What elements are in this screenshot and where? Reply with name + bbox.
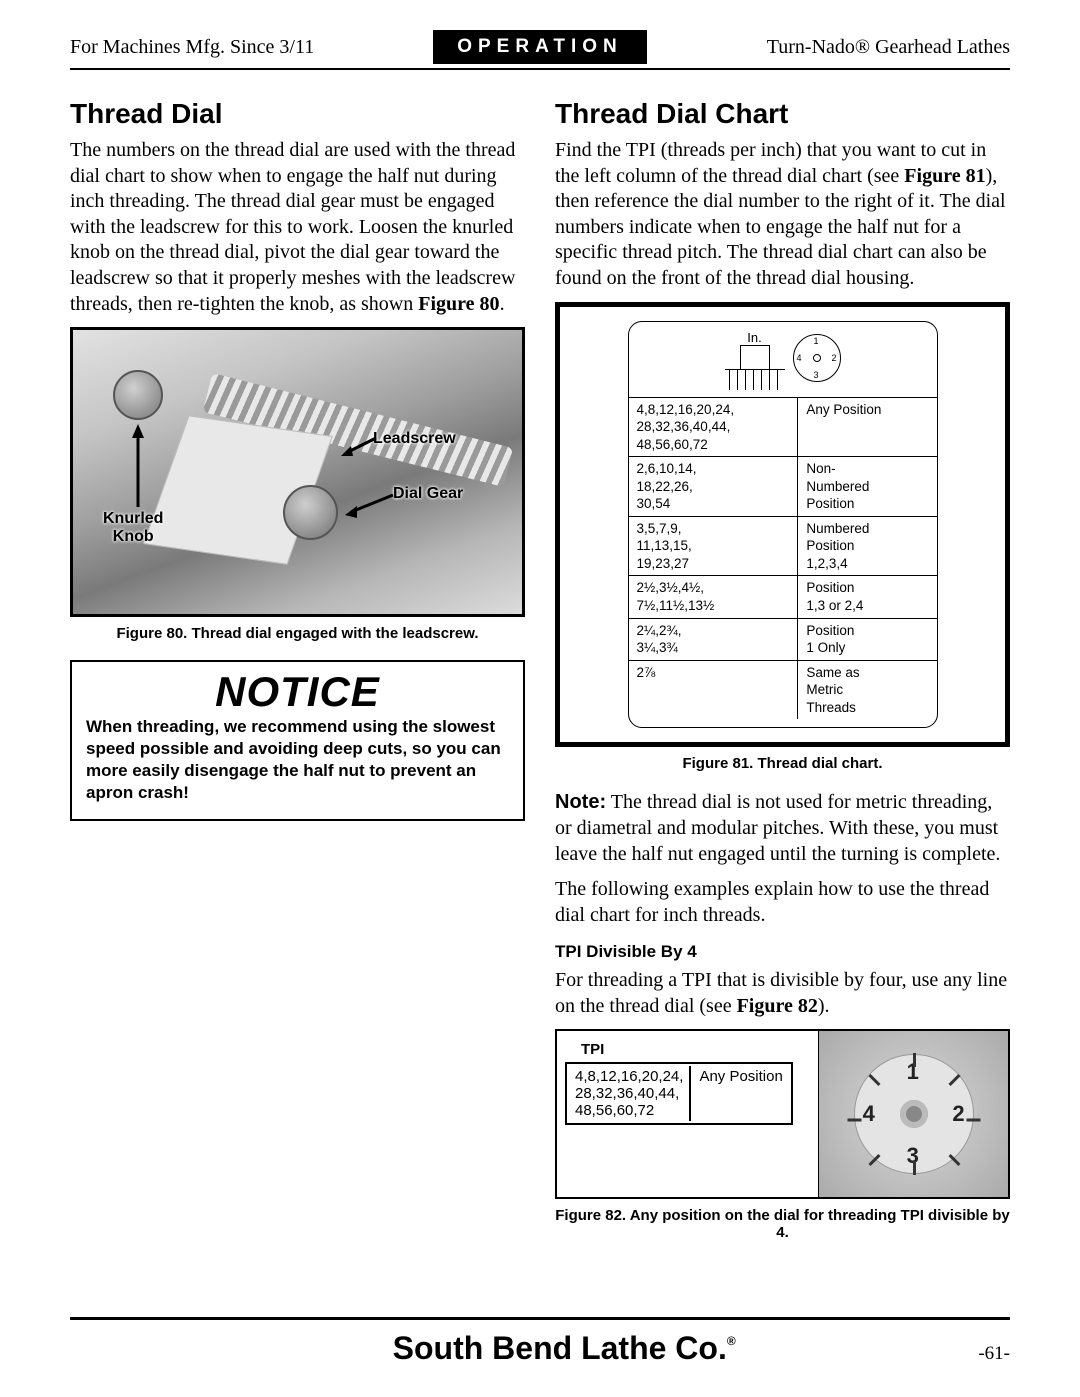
chart-body: Find the TPI (threads per inch) that you… xyxy=(555,138,1010,292)
div4-b: ). xyxy=(818,995,830,1017)
tpi-table: 4,8,12,16,20,24, 28,32,36,40,44, 48,56,6… xyxy=(565,1062,793,1125)
header-bar: For Machines Mfg. Since 3/11 OPERATION T… xyxy=(70,30,1010,70)
dial-gear-shape xyxy=(283,485,338,540)
figure-81-caption: Figure 81. Thread dial chart. xyxy=(555,755,1010,772)
notice-title: NOTICE xyxy=(86,668,509,716)
footer-brand: South Bend Lathe Co.® xyxy=(150,1330,978,1367)
leadscrew-label: Leadscrew xyxy=(373,430,456,448)
dial-hub xyxy=(900,1100,928,1128)
table-row: 2⅞Same as Metric Threads xyxy=(629,660,937,719)
brand-text: South Bend Lathe Co. xyxy=(393,1330,727,1366)
table-row: 2¼,2¾, 3¼,3¾Position 1 Only xyxy=(629,618,937,660)
chart-header-dial: 1 2 3 4 xyxy=(793,330,841,391)
dial-big-icon: 1 2 3 4 xyxy=(854,1054,974,1174)
knurled-knob-arrow xyxy=(128,422,158,512)
tpi-div4-heading: TPI Divisible By 4 xyxy=(555,942,1010,962)
page: For Machines Mfg. Since 3/11 OPERATION T… xyxy=(0,0,1080,1397)
tpi-cell: 3,5,7,9, 11,13,15, 19,23,27 xyxy=(629,516,798,576)
header-left: For Machines Mfg. Since 3/11 xyxy=(70,36,433,59)
right-column: Thread Dial Chart Find the TPI (threads … xyxy=(555,98,1010,1259)
tpi-div4-body: For threading a TPI that is divisible by… xyxy=(555,968,1010,1019)
left-column: Thread Dial The numbers on the thread di… xyxy=(70,98,525,1259)
thread-dial-heading: Thread Dial xyxy=(70,98,525,130)
pos-cell: Position 1 Only xyxy=(798,618,937,660)
table-row: 3,5,7,9, 11,13,15, 19,23,27Numbered Posi… xyxy=(629,516,937,576)
table-row: 4,8,12,16,20,24, 28,32,36,40,44, 48,56,6… xyxy=(629,397,937,457)
footer: South Bend Lathe Co.® -61- xyxy=(70,1317,1010,1367)
dial-gear-arrow xyxy=(343,490,398,520)
thread-dial-end: . xyxy=(500,293,505,315)
chart-header-scale: In. xyxy=(725,330,785,391)
content-columns: Thread Dial The numbers on the thread di… xyxy=(70,98,1010,1259)
tpi-values: 4,8,12,16,20,24, 28,32,36,40,44, 48,56,6… xyxy=(569,1066,691,1121)
note-label: Note: xyxy=(555,791,606,813)
tpi-cell: 2¼,2¾, 3¼,3¾ xyxy=(629,618,798,660)
registered-icon: ® xyxy=(727,1334,736,1348)
footer-rule xyxy=(70,1317,1010,1320)
dial-gear-label: Dial Gear xyxy=(393,485,463,503)
thread-dial-body: The numbers on the thread dial are used … xyxy=(70,138,525,317)
figure-82: TPI 4,8,12,16,20,24, 28,32,36,40,44, 48,… xyxy=(555,1029,1010,1199)
figure-81-ref: Figure 81 xyxy=(904,165,985,187)
figure-80-caption: Figure 80. Thread dial engaged with the … xyxy=(70,625,525,642)
pos-cell: Non- Numbered Position xyxy=(798,457,937,517)
notice-text: When threading, we recommend using the s… xyxy=(86,716,509,804)
dial-icon: 1 2 3 4 xyxy=(793,334,841,382)
thread-dial-chart-heading: Thread Dial Chart xyxy=(555,98,1010,130)
thread-dial-text: The numbers on the thread dial are used … xyxy=(70,139,515,315)
pos-cell: Any Position xyxy=(798,397,937,457)
examples-intro: The following examples explain how to us… xyxy=(555,877,1010,928)
figure-81-chart: In. 1 2 3 4 xyxy=(555,302,1010,748)
thread-dial-table: 4,8,12,16,20,24, 28,32,36,40,44, 48,56,6… xyxy=(629,397,937,720)
tpi-pos: Any Position xyxy=(693,1066,788,1121)
scale-ticks-icon xyxy=(725,369,785,391)
figure-82-ref: Figure 82 xyxy=(737,995,818,1017)
pos-cell: Numbered Position 1,2,3,4 xyxy=(798,516,937,576)
in-label: In. xyxy=(747,330,761,345)
note-body: The thread dial is not used for metric t… xyxy=(555,791,1000,864)
tpi-label: TPI xyxy=(581,1041,810,1058)
figure-82-dial-side: 1 2 3 4 xyxy=(819,1031,1008,1197)
leadscrew-arrow xyxy=(341,428,381,458)
table-row: 4,8,12,16,20,24, 28,32,36,40,44, 48,56,6… xyxy=(569,1066,789,1121)
pos-cell: Same as Metric Threads xyxy=(798,660,937,719)
footer-row: South Bend Lathe Co.® -61- xyxy=(70,1330,1010,1367)
table-row: 2½,3½,4½, 7½,11½,13½Position 1,3 or 2,4 xyxy=(629,576,937,618)
header-right: Turn-Nado® Gearhead Lathes xyxy=(647,36,1010,59)
figure-82-caption: Figure 82. Any position on the dial for … xyxy=(555,1207,1010,1241)
chart-panel: In. 1 2 3 4 xyxy=(628,321,938,729)
figure-80-photo: Leadscrew Dial Gear Knurled Knob xyxy=(70,327,525,617)
tpi-cell: 2,6,10,14, 18,22,26, 30,54 xyxy=(629,457,798,517)
pos-cell: Position 1,3 or 2,4 xyxy=(798,576,937,618)
table-row: 2,6,10,14, 18,22,26, 30,54Non- Numbered … xyxy=(629,457,937,517)
page-number: -61- xyxy=(978,1343,1010,1365)
tpi-cell: 2⅞ xyxy=(629,660,798,719)
chart-header: In. 1 2 3 4 xyxy=(629,330,937,397)
header-center: OPERATION xyxy=(433,30,647,64)
figure-80-ref: Figure 80 xyxy=(418,293,499,315)
tpi-cell: 4,8,12,16,20,24, 28,32,36,40,44, 48,56,6… xyxy=(629,397,798,457)
figure-82-table-side: TPI 4,8,12,16,20,24, 28,32,36,40,44, 48,… xyxy=(557,1031,819,1197)
tpi-cell: 2½,3½,4½, 7½,11½,13½ xyxy=(629,576,798,618)
notice-box: NOTICE When threading, we recommend usin… xyxy=(70,660,525,820)
knurled-knob-shape xyxy=(113,370,163,420)
note-paragraph: Note: The thread dial is not used for me… xyxy=(555,790,1010,867)
knurled-knob-label: Knurled Knob xyxy=(103,510,163,546)
scale-box-icon xyxy=(740,345,770,369)
